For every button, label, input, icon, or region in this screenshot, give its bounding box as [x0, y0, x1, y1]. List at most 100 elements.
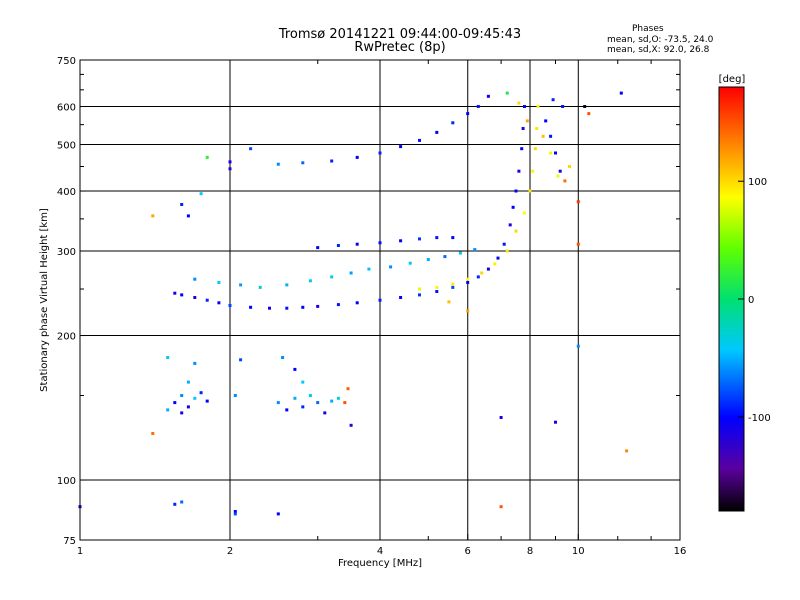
data-point	[544, 119, 548, 123]
data-point	[316, 246, 320, 250]
y-tick-label: 300	[57, 247, 76, 258]
data-point	[239, 283, 243, 287]
data-point	[301, 405, 305, 409]
data-point	[166, 408, 170, 412]
data-point	[517, 169, 521, 173]
data-point	[285, 306, 289, 310]
data-point	[549, 134, 553, 138]
data-point	[330, 275, 334, 279]
data-point	[563, 179, 567, 183]
data-point	[458, 251, 462, 255]
data-point	[378, 151, 382, 155]
data-point	[528, 189, 532, 193]
data-point	[520, 147, 524, 151]
data-point	[233, 510, 237, 513]
data-point	[205, 298, 209, 302]
phases-stat-o: mean, sd,O: -73.5, 24.0	[607, 35, 714, 45]
colorbar-tick-label: 100	[748, 177, 767, 188]
data-point	[308, 394, 312, 397]
data-point	[531, 169, 535, 173]
data-point	[151, 432, 155, 435]
data-point	[293, 396, 297, 400]
data-point	[199, 391, 203, 395]
data-point	[268, 306, 271, 310]
y-tick-label: 200	[57, 332, 76, 343]
data-point	[330, 159, 334, 163]
data-point	[205, 399, 209, 403]
data-point	[549, 151, 553, 155]
data-point	[336, 244, 340, 247]
data-point	[239, 358, 243, 362]
data-point	[576, 344, 580, 348]
data-point	[173, 502, 177, 506]
y-tick-label: 600	[57, 103, 76, 114]
x-tick-label: 16	[674, 546, 687, 557]
data-point	[193, 396, 197, 400]
x-tick-label: 8	[527, 546, 533, 557]
data-point	[418, 138, 421, 142]
data-point	[355, 301, 359, 305]
data-point	[486, 267, 490, 271]
chart-title: Tromsø 20141221 09:44:00-09:45:43	[278, 27, 522, 42]
data-point	[558, 169, 562, 173]
data-point	[399, 296, 403, 299]
data-point	[399, 239, 403, 243]
data-point	[378, 298, 382, 302]
data-point	[367, 267, 371, 271]
data-point	[525, 119, 529, 123]
x-tick-label: 6	[465, 546, 471, 557]
colorbar-tick-label: -100	[748, 413, 771, 424]
data-point	[233, 512, 237, 516]
data-point	[511, 205, 515, 209]
data-point	[228, 304, 232, 307]
data-point	[349, 423, 353, 427]
data-point	[554, 420, 557, 424]
data-point	[186, 380, 190, 384]
data-point	[228, 160, 232, 164]
data-point	[173, 401, 177, 405]
data-point	[330, 399, 334, 403]
data-point	[426, 258, 430, 261]
data-point	[193, 277, 197, 281]
data-point	[505, 91, 509, 95]
data-point	[180, 500, 184, 504]
colorbar-tick-label: 0	[748, 295, 754, 306]
data-points	[78, 91, 629, 516]
data-point	[301, 380, 305, 384]
data-point	[343, 401, 347, 405]
colorbar-label: [deg]	[719, 74, 746, 85]
data-point	[568, 165, 571, 168]
y-tick-label: 75	[63, 536, 76, 547]
data-point	[180, 293, 184, 297]
data-point	[355, 242, 359, 246]
data-point	[499, 505, 503, 509]
y-tick-label: 500	[57, 141, 76, 152]
y-tick-label: 400	[57, 187, 76, 198]
x-tick-label: 10	[572, 546, 585, 557]
data-point	[301, 161, 305, 165]
data-point	[556, 174, 560, 178]
data-point	[625, 449, 629, 453]
data-point	[285, 408, 289, 412]
data-point	[493, 262, 497, 266]
data-point	[258, 285, 262, 289]
data-point	[521, 127, 525, 130]
data-point	[276, 401, 280, 405]
data-point	[399, 145, 403, 149]
data-point	[451, 285, 455, 289]
data-point	[443, 255, 447, 259]
data-point	[561, 105, 565, 108]
data-point	[466, 309, 470, 313]
data-point	[435, 236, 439, 240]
data-point	[316, 304, 320, 308]
data-point	[276, 512, 280, 516]
data-point	[217, 301, 221, 305]
data-point	[435, 290, 439, 293]
data-point	[517, 101, 521, 105]
phases-stat-x: mean, sd,X: 92.0, 26.8	[607, 45, 710, 55]
data-point	[451, 236, 455, 240]
data-point	[418, 287, 421, 291]
data-point	[476, 275, 480, 279]
data-point	[583, 105, 587, 108]
data-point	[536, 105, 540, 108]
